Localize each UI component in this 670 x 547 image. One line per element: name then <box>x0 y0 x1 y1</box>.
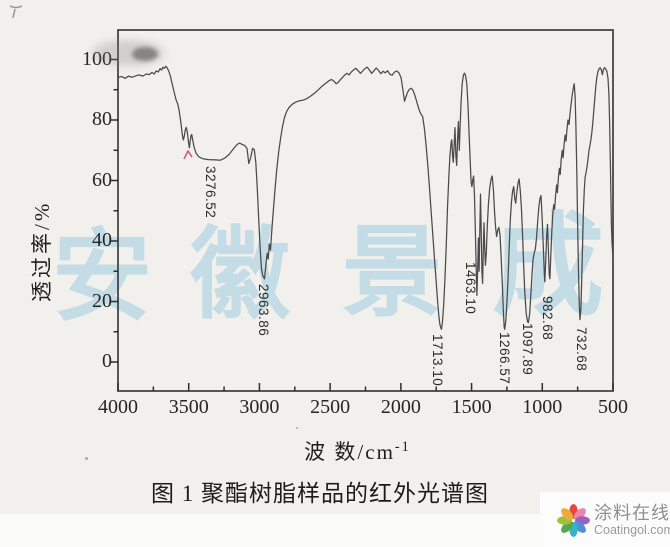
red-pen-mark <box>183 150 193 160</box>
corner-ink-mark <box>9 5 23 19</box>
logo-petal <box>573 508 586 521</box>
axis-ticks <box>110 58 614 391</box>
logo-text: 涂料在线 Coatingol.com <box>594 503 670 537</box>
spectrum-curve <box>117 65 614 330</box>
logo-petal <box>561 520 574 533</box>
logo-domain: Coatingol.com <box>594 523 670 537</box>
coatingol-logo: 涂料在线 Coatingol.com <box>556 503 670 538</box>
logo-petal <box>561 508 574 521</box>
red-speck <box>85 457 88 460</box>
red-speck <box>296 427 298 429</box>
flower-logo-icon <box>557 504 590 537</box>
scan-smudge-dark <box>132 47 158 61</box>
logo-name: 涂料在线 <box>594 503 670 523</box>
logo-petal <box>573 520 586 533</box>
